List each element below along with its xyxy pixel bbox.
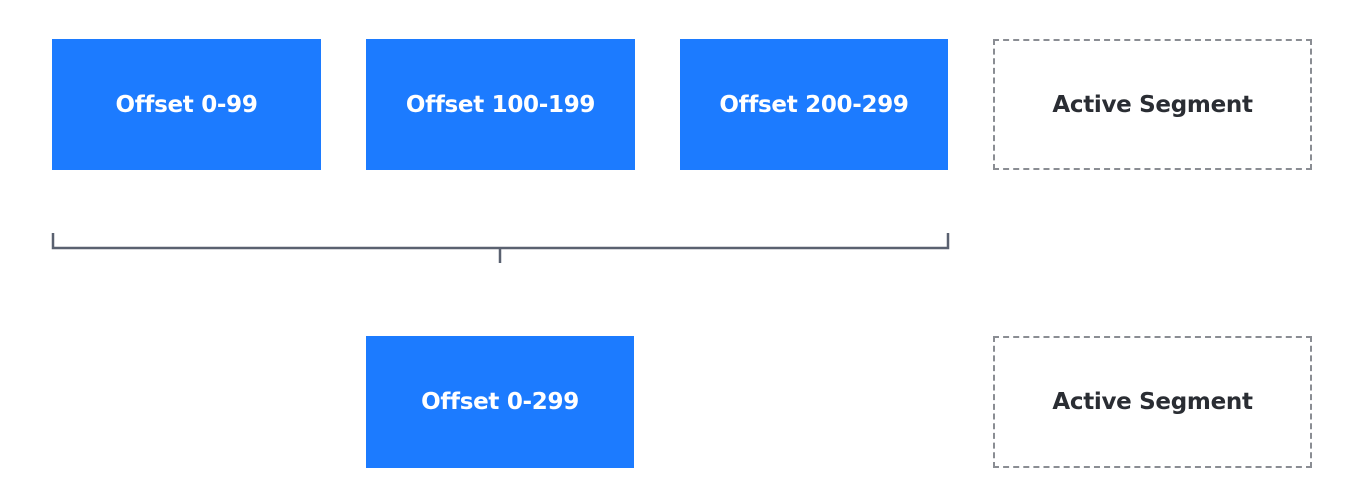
segment-label: Offset 0-99 bbox=[115, 91, 258, 118]
segment-offset-200-299: Offset 200-299 bbox=[680, 39, 948, 170]
segment-offset-0-99: Offset 0-99 bbox=[52, 39, 321, 170]
active-segment-label: Active Segment bbox=[1052, 91, 1253, 118]
merge-bracket-line bbox=[51, 233, 950, 250]
active-segment-label: Active Segment bbox=[1052, 389, 1253, 415]
active-segment-top: Active Segment bbox=[993, 39, 1312, 170]
segment-label: Offset 100-199 bbox=[405, 91, 596, 118]
active-segment-bottom: Active Segment bbox=[993, 336, 1312, 468]
segment-offset-0-299: Offset 0-299 bbox=[366, 336, 634, 468]
segment-label: Offset 200-299 bbox=[719, 91, 909, 118]
segment-label: Offset 0-299 bbox=[421, 389, 579, 415]
segment-offset-100-199: Offset 100-199 bbox=[366, 39, 635, 170]
